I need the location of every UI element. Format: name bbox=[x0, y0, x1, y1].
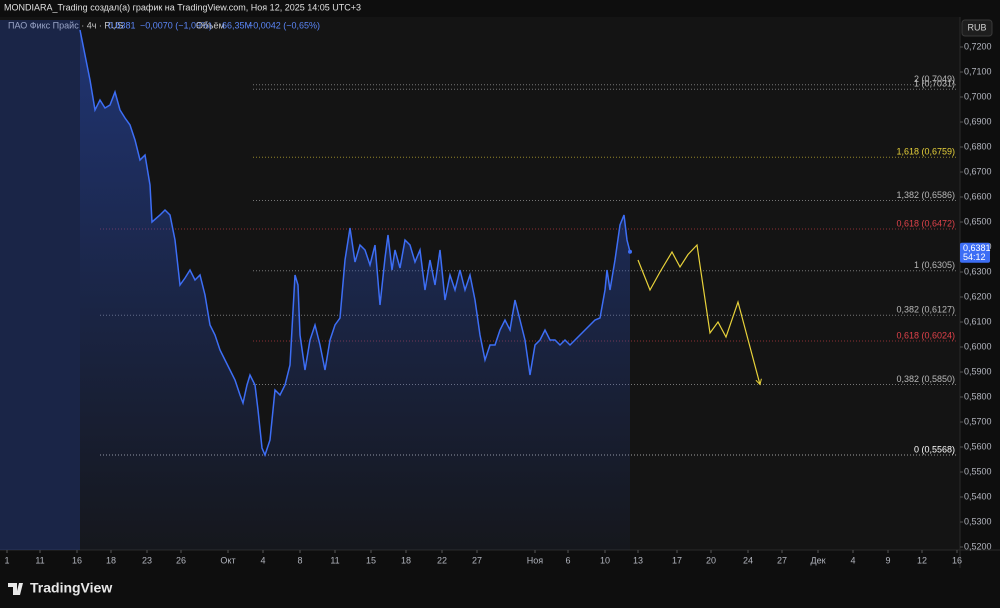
legend-volume-label: Объём bbox=[196, 20, 225, 30]
price-area-top bbox=[0, 20, 80, 550]
fib-label: 0,618 (0,6024) bbox=[896, 330, 955, 340]
x-tick-label: 17 bbox=[672, 555, 682, 565]
y-tick-label: 0,5200 bbox=[964, 541, 992, 551]
y-tick-label: 0,5400 bbox=[964, 491, 992, 501]
x-tick-label: 12 bbox=[917, 555, 927, 565]
price-tag bbox=[960, 242, 990, 263]
forecast-line bbox=[637, 243, 761, 385]
fib-label: 1,618 (0,6759) bbox=[896, 147, 955, 157]
legend-change: −0,0070 (−1,09%) bbox=[140, 20, 212, 30]
x-tick-label: 18 bbox=[106, 555, 116, 565]
fib-label: 1 (0,7031) bbox=[914, 79, 955, 89]
y-tick-label: 0,6700 bbox=[964, 166, 992, 176]
y-tick-label: 0,7100 bbox=[964, 66, 992, 76]
fib-label: 2 (0,7049) bbox=[914, 74, 955, 84]
x-tick-label: 11 bbox=[35, 555, 44, 565]
price-tag-countdown: 54:12 bbox=[963, 252, 986, 262]
x-tick-label: 24 bbox=[743, 555, 753, 565]
fib-label: 1 (0,6305) bbox=[914, 260, 955, 270]
y-tick-label: 0,7200 bbox=[964, 41, 992, 51]
price-line bbox=[79, 29, 631, 458]
forecast-arrow bbox=[755, 378, 762, 386]
y-tick-label: 0,7000 bbox=[964, 91, 992, 101]
y-tick-label: 0,6800 bbox=[964, 141, 992, 151]
x-tick-label: 16 bbox=[952, 555, 962, 565]
footer-brand: TradingView bbox=[30, 580, 112, 596]
y-tick-label: 0,6300 bbox=[964, 266, 992, 276]
y-tick-label: 0,6900 bbox=[964, 116, 992, 126]
y-tick-label: 0,6200 bbox=[964, 291, 992, 301]
x-tick-label: 8 bbox=[297, 555, 302, 565]
price-tag-price: 0,6381 bbox=[963, 243, 991, 253]
x-tick-label: 13 bbox=[633, 555, 643, 565]
legend-volume: 66,35M bbox=[222, 20, 252, 30]
last-point bbox=[628, 249, 632, 254]
x-tick-label: 22 bbox=[437, 555, 447, 565]
footer-logo bbox=[8, 583, 23, 595]
x-tick-label: 23 bbox=[142, 555, 152, 565]
y-tick-label: 0,6100 bbox=[964, 316, 992, 326]
legend-symbol: ПАО Фикс Прайс · 4ч · RUS bbox=[8, 20, 123, 30]
fib-label: 0,382 (0,5850) bbox=[896, 374, 955, 384]
x-tick-label: 27 bbox=[777, 555, 787, 565]
x-tick-label: 16 bbox=[72, 555, 82, 565]
x-tick-label: Окт bbox=[220, 555, 235, 565]
fib-label: 1,382 (0,6586) bbox=[896, 190, 955, 200]
y-tick-label: 0,6500 bbox=[964, 216, 992, 226]
price-area bbox=[80, 30, 630, 550]
x-tick-label: 15 bbox=[366, 555, 376, 565]
currency-button[interactable] bbox=[961, 19, 993, 37]
x-tick-label: 6 bbox=[565, 555, 570, 565]
x-tick-label: Ноя bbox=[527, 555, 544, 565]
fib-label: 0,618 (0,6472) bbox=[896, 218, 955, 228]
x-tick-label: 20 bbox=[706, 555, 716, 565]
y-tick-label: 0,5500 bbox=[964, 466, 992, 476]
x-tick-label: 18 bbox=[401, 555, 411, 565]
y-tick-label: 0,6600 bbox=[964, 191, 992, 201]
x-tick-label: 10 bbox=[600, 555, 610, 565]
currency[interactable]: RUB bbox=[967, 22, 986, 32]
x-tick-label: 4 bbox=[260, 555, 265, 565]
y-tick-label: 0,6000 bbox=[964, 341, 992, 351]
legend-price: 0,6381 bbox=[108, 20, 136, 30]
y-tick-label: 0,5300 bbox=[964, 516, 992, 526]
x-tick-label: 9 bbox=[885, 555, 890, 565]
y-tick-label: 0,5900 bbox=[964, 366, 992, 376]
x-tick-label: 4 bbox=[850, 555, 855, 565]
legend-volume-change: −0,0042 (−0,65%) bbox=[248, 20, 320, 30]
header-credit: MONDIARA_Trading создал(а) график на Tra… bbox=[4, 2, 361, 12]
y-tick-label: 0,5700 bbox=[964, 416, 992, 426]
x-tick-label: 27 bbox=[472, 555, 482, 565]
x-tick-label: 26 bbox=[176, 555, 186, 565]
x-tick-label: Дек bbox=[810, 555, 825, 565]
x-tick-label: 1 bbox=[4, 555, 9, 565]
fib-label: 0,382 (0,6127) bbox=[896, 305, 955, 315]
y-tick-label: 0,5600 bbox=[964, 441, 992, 451]
y-tick-label: 0,5800 bbox=[964, 391, 992, 401]
x-tick-label: 11 bbox=[330, 555, 339, 565]
fib-label: 0 (0,5568) bbox=[914, 444, 955, 454]
